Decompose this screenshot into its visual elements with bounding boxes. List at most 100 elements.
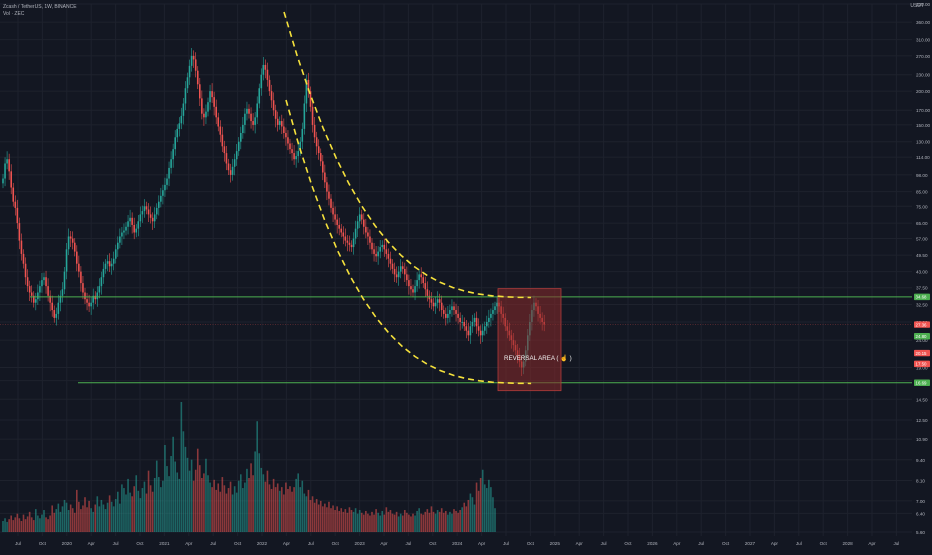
candle-body xyxy=(315,137,318,147)
volume-bar xyxy=(65,502,68,532)
volume-bar xyxy=(367,513,369,532)
volume-bar xyxy=(49,515,51,532)
volume-bar xyxy=(235,492,238,532)
x-tick-label: Oct xyxy=(136,541,144,546)
volume-bar xyxy=(379,515,381,532)
candle-body xyxy=(453,306,455,311)
x-tick-label: Jul xyxy=(210,541,216,546)
reversal-area-box[interactable] xyxy=(497,288,562,392)
candle-body xyxy=(492,310,494,314)
candle-body xyxy=(63,271,66,290)
candle-body xyxy=(184,88,187,104)
candle-body xyxy=(250,113,252,122)
candle-body xyxy=(416,280,418,287)
candle-body xyxy=(190,55,193,66)
volume-bar xyxy=(244,482,246,532)
volume-bar xyxy=(442,512,445,532)
candle-body xyxy=(379,247,381,252)
x-tick-label: Apr xyxy=(380,541,388,546)
candle-body xyxy=(381,244,384,248)
volume-bar xyxy=(346,512,349,532)
volume-bar xyxy=(260,467,263,532)
volume-bar xyxy=(270,488,273,532)
candle-body xyxy=(428,295,431,300)
candle-body xyxy=(174,137,176,150)
volume-bar xyxy=(196,448,199,532)
x-tick-label: Jul xyxy=(601,541,607,546)
candle-body xyxy=(410,286,412,290)
y-tick-label: 5.60 xyxy=(916,530,925,535)
price-badge xyxy=(914,379,930,386)
volume-bar xyxy=(158,477,160,532)
volume-bar xyxy=(399,513,402,532)
y-tick-label: 230.00 xyxy=(916,73,930,78)
candle-body xyxy=(8,159,10,172)
candle-body xyxy=(215,106,217,118)
candle-body xyxy=(151,217,154,222)
candle-body xyxy=(186,77,189,89)
candle-body xyxy=(451,306,453,311)
candle-body xyxy=(406,274,408,281)
candle-body xyxy=(194,59,197,71)
candle-body xyxy=(51,302,53,311)
volume-bar xyxy=(440,508,443,532)
volume-bar xyxy=(221,477,224,532)
x-tick-label: Oct xyxy=(332,541,340,546)
candle-body xyxy=(461,322,463,323)
volume-bar xyxy=(469,493,472,532)
volume-bar xyxy=(98,506,101,532)
candle-body xyxy=(45,277,47,287)
volume-bar xyxy=(350,510,353,532)
price-badge xyxy=(914,333,930,340)
volume-bar xyxy=(174,461,176,532)
candle-body xyxy=(383,244,386,250)
volume-bar xyxy=(342,511,345,532)
volume-bar xyxy=(59,511,62,532)
candle-body xyxy=(426,289,429,296)
candle-body xyxy=(336,219,338,225)
candle-body xyxy=(252,121,254,125)
volume-bar xyxy=(274,487,277,532)
volume-bar xyxy=(160,487,162,532)
volume-bar xyxy=(242,488,244,532)
x-tick-label: Apr xyxy=(88,541,96,546)
volume-bar xyxy=(137,490,140,532)
candle-body xyxy=(16,207,19,224)
candle-body xyxy=(490,313,492,318)
volume-bar xyxy=(227,488,230,532)
candle-body xyxy=(352,238,355,248)
candle-body xyxy=(391,263,394,269)
volume-bar xyxy=(207,475,209,532)
volume-bar xyxy=(492,497,494,532)
y-tick-label: 200.00 xyxy=(916,89,930,94)
volume-bar xyxy=(20,521,23,532)
candle-body xyxy=(330,198,332,208)
candle-body xyxy=(188,65,191,78)
volume-bar xyxy=(430,506,433,532)
volume-bar xyxy=(164,445,166,532)
upper-trend-curve[interactable] xyxy=(283,11,532,299)
candle-body xyxy=(211,91,213,98)
candle-body xyxy=(24,263,27,278)
volume-bar xyxy=(317,504,320,532)
volume-bar xyxy=(133,486,135,532)
volume-bar xyxy=(57,503,60,532)
volume-bar xyxy=(459,510,461,532)
volume-bar xyxy=(53,512,56,532)
volume-bar xyxy=(94,504,97,532)
symbol-title: Zcash / TetherUS, 1W, BINANCE xyxy=(3,4,77,10)
candle-body xyxy=(57,302,60,314)
volume-bar xyxy=(96,496,99,532)
volume-bar xyxy=(162,480,164,532)
x-tick-label: Oct xyxy=(624,541,632,546)
volume-bar xyxy=(488,479,490,532)
volume-bar xyxy=(76,489,78,532)
x-tick-label: Jul xyxy=(698,541,704,546)
lower-trend-curve[interactable] xyxy=(285,99,532,385)
candle-body xyxy=(467,330,470,336)
volume-bar xyxy=(63,499,66,532)
volume-bar xyxy=(483,484,486,532)
volume-bar xyxy=(410,516,412,532)
